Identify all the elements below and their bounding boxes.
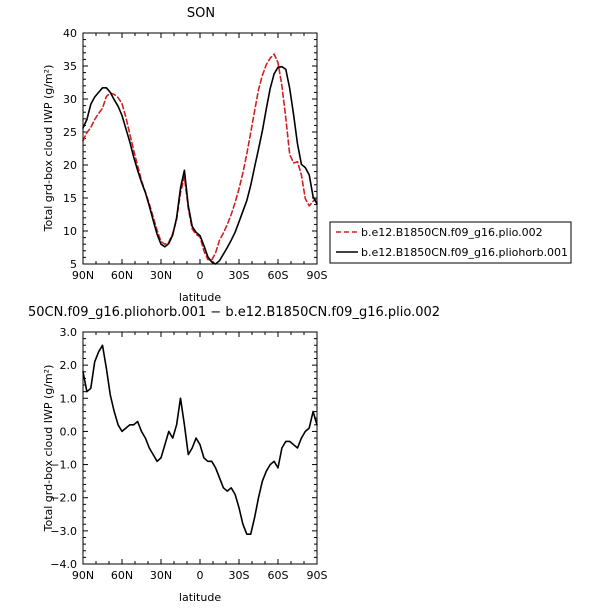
panel-1-series (82, 53, 318, 265)
p2-y-tick-label: −2.0 (50, 492, 77, 505)
p1-y-tick-label: 5 (70, 258, 77, 271)
p1-series-0-line (82, 53, 318, 261)
p1-series-1-line (82, 65, 318, 265)
p2-x-tick-label: 0 (197, 569, 204, 582)
p2-x-tick-label: 30N (150, 569, 172, 582)
p1-x-tick-label: 60N (111, 269, 133, 282)
panel-1-y-axis-label: Total grd-box cloud IWP (g/m²) (42, 65, 55, 233)
p2-x-tick-label: 90S (307, 569, 328, 582)
p2-x-tick-label: 60N (111, 569, 133, 582)
panel-1-x-axis-label: latitude (179, 291, 221, 304)
p2-y-tick-label: 2.0 (60, 359, 78, 372)
p2-y-tick-label: 1.0 (60, 392, 78, 405)
panel-2-series (82, 344, 318, 536)
p1-x-tick-label: 0 (197, 269, 204, 282)
p2-series-0-line (82, 344, 318, 536)
p2-y-tick-label: −1.0 (50, 459, 77, 472)
legend-box (329, 221, 572, 264)
panel-1: SON 90N 60N 30N 0 30S 60S 90S 510152025303540 … (42, 6, 572, 304)
p1-x-tick-label: 60S (268, 269, 289, 282)
p1-y-tick-label: 20 (63, 159, 77, 172)
p2-x-tick-label: 30S (229, 569, 250, 582)
p1-x-tick-label: 90N (72, 269, 94, 282)
p1-x-tick-label: 30N (150, 269, 172, 282)
panel-2-y-tick-labels: −4.0 −3.0 −2.0 −1.0 0.0 1.0 2.0 3.0 (50, 326, 77, 571)
panel-2-frame (82, 331, 318, 565)
p1-y-tick-label: 25 (63, 126, 77, 139)
p2-y-tick-label: 0.0 (60, 425, 78, 438)
p1-y-tick-label: 30 (63, 93, 77, 106)
p1-x-tick-label: 30S (229, 269, 250, 282)
p2-x-tick-label: 90N (72, 569, 94, 582)
p1-y-tick-label: 35 (63, 60, 77, 73)
panel-2-title: 50CN.f09_g16.pliohorb.001 − b.e12.B1850C… (28, 305, 440, 320)
panel-1-title: SON (187, 6, 215, 21)
panel-1-x-tick-labels: 90N 60N 30N 0 30S 60S 90S (72, 269, 328, 282)
panel-2-y-axis-label: Total grd-box cloud IWP (g/m²) (42, 365, 55, 533)
panel-2-x-axis-label: latitude (179, 591, 221, 604)
panel-2: 50CN.f09_g16.pliohorb.001 − b.e12.B1850C… (28, 305, 440, 604)
panel-2-x-tick-labels: 90N 60N 30N 0 30S 60S 90S (72, 569, 328, 582)
p2-y-tick-label: −4.0 (50, 558, 77, 571)
p2-x-tick-label: 60S (268, 569, 289, 582)
panel-1-frame (82, 32, 318, 265)
p2-y-tick-label: −3.0 (50, 525, 77, 538)
panel-1-y-tick-labels: 5 10 15 20 25 30 35 40 (63, 27, 77, 271)
p1-y-tick-label: 10 (63, 225, 77, 238)
p1-y-tick-label: 40 (63, 27, 77, 40)
legend: b.e12.B1850CN.f09_g16.plio.002 b.e12.B18… (329, 221, 572, 264)
p1-y-tick-label: 15 (63, 192, 77, 205)
p2-y-tick-label: 3.0 (60, 326, 78, 339)
p1-x-tick-label: 90S (307, 269, 328, 282)
legend-label-plio: b.e12.B1850CN.f09_g16.plio.002 (361, 226, 543, 239)
legend-label-pliohorb: b.e12.B1850CN.f09_g16.pliohorb.001 (361, 246, 568, 259)
